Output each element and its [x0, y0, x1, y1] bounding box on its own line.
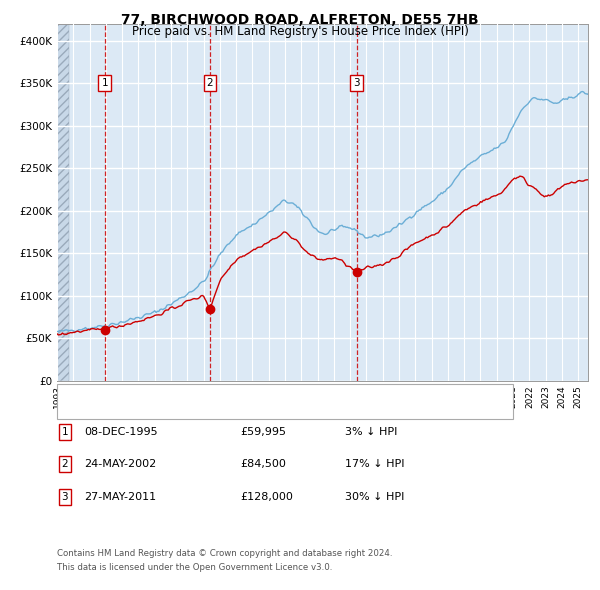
Text: 08-DEC-1995: 08-DEC-1995 [84, 427, 158, 437]
Text: £128,000: £128,000 [240, 492, 293, 502]
Text: 3% ↓ HPI: 3% ↓ HPI [345, 427, 397, 437]
Text: 1: 1 [61, 427, 68, 437]
Text: Contains HM Land Registry data © Crown copyright and database right 2024.: Contains HM Land Registry data © Crown c… [57, 549, 392, 558]
Text: 3: 3 [61, 492, 68, 502]
Text: 77, BIRCHWOOD ROAD, ALFRETON, DE55 7HB: 77, BIRCHWOOD ROAD, ALFRETON, DE55 7HB [121, 13, 479, 27]
Bar [57, 24, 69, 381]
Text: 27-MAY-2011: 27-MAY-2011 [84, 492, 156, 502]
Text: 2: 2 [61, 460, 68, 469]
Text: £84,500: £84,500 [240, 460, 286, 469]
Text: 30% ↓ HPI: 30% ↓ HPI [345, 492, 404, 502]
Text: 3: 3 [353, 78, 360, 88]
Text: Price paid vs. HM Land Registry's House Price Index (HPI): Price paid vs. HM Land Registry's House … [131, 25, 469, 38]
Text: 2: 2 [206, 78, 213, 88]
Text: 77, BIRCHWOOD ROAD, ALFRETON, DE55 7HB (detached house): 77, BIRCHWOOD ROAD, ALFRETON, DE55 7HB (… [93, 388, 428, 398]
Text: 1: 1 [101, 78, 108, 88]
Bar [57, 24, 69, 381]
Text: HPI: Average price, detached house, Amber Valley: HPI: Average price, detached house, Ambe… [93, 405, 355, 415]
Text: 17% ↓ HPI: 17% ↓ HPI [345, 460, 404, 469]
Text: 24-MAY-2002: 24-MAY-2002 [84, 460, 156, 469]
Text: £59,995: £59,995 [240, 427, 286, 437]
Text: This data is licensed under the Open Government Licence v3.0.: This data is licensed under the Open Gov… [57, 563, 332, 572]
